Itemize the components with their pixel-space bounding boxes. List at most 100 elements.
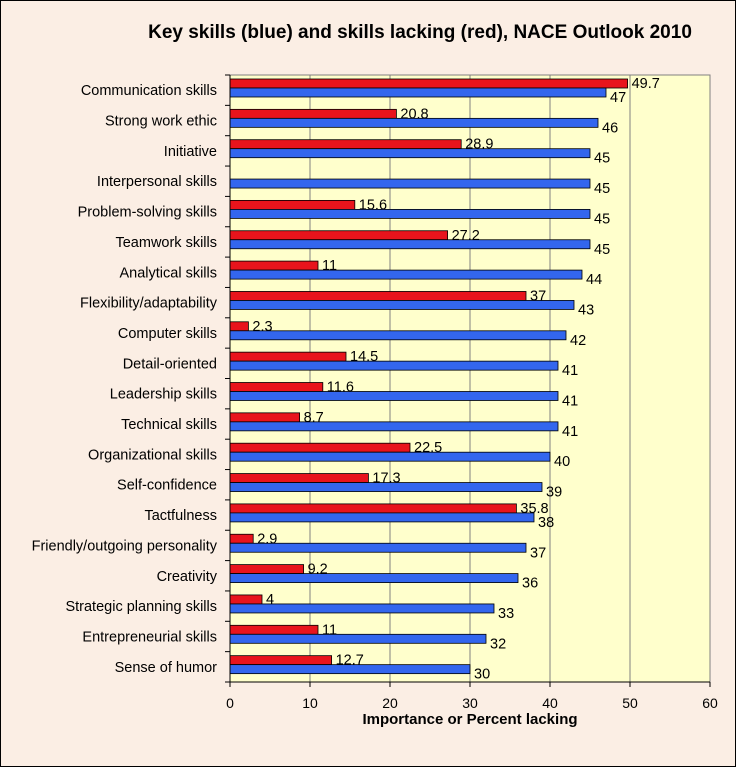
- data-label-key: 36: [522, 576, 538, 592]
- bar-lacking: [229, 199, 356, 210]
- bar-lacking: [229, 564, 304, 574]
- bar-key: [229, 178, 591, 189]
- category-label: Computer skills: [118, 326, 217, 342]
- data-label-lacking: 20.8: [400, 106, 428, 122]
- data-label-key: 41: [562, 363, 578, 379]
- x-tick-label: 60: [702, 695, 718, 711]
- data-label-lacking: 4: [266, 592, 274, 608]
- data-label-lacking: 22.5: [414, 440, 442, 456]
- bar-key: [229, 208, 591, 219]
- bar-key: [229, 421, 559, 432]
- data-label-lacking: 14.5: [350, 349, 378, 365]
- data-label-key: 33: [498, 606, 514, 622]
- category-label: Self-confidence: [117, 478, 217, 494]
- data-label-key: 39: [546, 485, 562, 501]
- data-label-key: 45: [594, 181, 610, 197]
- bar-lacking: [229, 291, 527, 301]
- data-label-lacking: 15.6: [359, 197, 387, 213]
- bar-lacking: [229, 230, 449, 241]
- data-label-key: 47: [610, 90, 626, 106]
- data-label-key: 44: [586, 272, 602, 288]
- data-label-lacking: 27.2: [452, 228, 480, 244]
- category-label: Interpersonal skills: [97, 174, 217, 190]
- bar-key: [229, 239, 591, 250]
- data-label-key: 41: [562, 394, 578, 410]
- category-label: Communication skills: [81, 83, 217, 99]
- data-label-key: 45: [594, 151, 610, 167]
- category-label: Entrepreneurial skills: [82, 629, 217, 645]
- category-label: Leadership skills: [110, 387, 217, 403]
- data-label-lacking: 17.3: [372, 471, 400, 487]
- data-label-key: 32: [490, 636, 506, 652]
- bar-lacking: [229, 503, 517, 514]
- category-label: Detail-oriented: [123, 356, 217, 372]
- bar-lacking: [229, 382, 324, 392]
- data-label-lacking: 2.9: [257, 531, 277, 547]
- bar-lacking: [229, 260, 319, 271]
- bar-lacking: [229, 473, 369, 483]
- data-label-key: 45: [594, 211, 610, 227]
- bar-key: [229, 633, 487, 644]
- bar-key: [229, 451, 551, 462]
- category-label: Creativity: [157, 569, 218, 585]
- category-label: Sense of humor: [115, 660, 218, 676]
- data-label-lacking: 11: [322, 622, 337, 638]
- data-label-key: 42: [570, 333, 586, 349]
- x-tick-label: 40: [542, 695, 558, 711]
- bar-lacking: [229, 321, 249, 332]
- x-tick-label: 50: [622, 695, 638, 711]
- data-label-lacking: 8.7: [304, 410, 324, 426]
- bar-key: [229, 300, 575, 310]
- data-label-key: 41: [562, 424, 578, 440]
- category-label: Analytical skills: [120, 265, 218, 281]
- bar-lacking: [229, 655, 332, 666]
- bar-key: [229, 269, 583, 280]
- category-label: Problem-solving skills: [78, 205, 217, 221]
- data-label-key: 40: [554, 454, 570, 470]
- data-label-key: 43: [578, 302, 594, 318]
- data-label-lacking: 2.3: [252, 319, 272, 335]
- bar-key: [229, 573, 519, 583]
- x-tick-label: 0: [226, 695, 234, 711]
- category-label: Strong work ethic: [105, 114, 217, 130]
- bar-key: [229, 391, 559, 401]
- category-label: Initiative: [164, 144, 217, 160]
- bar-key: [229, 512, 535, 523]
- bar-lacking: [229, 351, 347, 362]
- x-axis-label: Importance or Percent lacking: [362, 711, 578, 728]
- category-label: Tactfulness: [144, 508, 217, 524]
- bar-key: [229, 148, 591, 159]
- data-label-key: 37: [530, 545, 546, 561]
- bar-key: [229, 360, 559, 371]
- bar-lacking: [229, 594, 263, 605]
- bar-lacking: [229, 533, 254, 544]
- data-label-key: 38: [538, 515, 554, 531]
- data-label-lacking: 35.8: [520, 501, 548, 517]
- category-label: Organizational skills: [88, 447, 217, 463]
- data-label-key: 46: [602, 120, 618, 136]
- bar-lacking: [229, 108, 397, 119]
- data-label-lacking: 49.7: [632, 76, 660, 92]
- chart-title: Key skills (blue) and skills lacking (re…: [148, 22, 692, 43]
- data-label-lacking: 11: [322, 258, 337, 274]
- bar-lacking: [229, 624, 319, 635]
- data-label-lacking: 12.7: [336, 653, 364, 669]
- category-label: Friendly/outgoing personality: [32, 538, 218, 554]
- bar-lacking: [229, 78, 629, 89]
- data-label-key: 45: [594, 242, 610, 258]
- bar-lacking: [229, 412, 300, 423]
- bar-key: [229, 87, 607, 98]
- x-tick-label: 20: [382, 695, 398, 711]
- data-label-lacking: 11.6: [327, 380, 354, 396]
- data-label-key: 30: [474, 667, 490, 683]
- bar-key: [229, 330, 567, 341]
- category-label: Flexibility/adaptability: [80, 296, 218, 312]
- category-label: Strategic planning skills: [65, 599, 217, 615]
- data-label-lacking: 28.9: [465, 137, 493, 153]
- bar-lacking: [229, 139, 462, 150]
- bar-lacking: [229, 442, 411, 453]
- category-label: Technical skills: [121, 417, 217, 433]
- category-label: Teamwork skills: [115, 235, 217, 251]
- x-tick-label: 10: [302, 695, 318, 711]
